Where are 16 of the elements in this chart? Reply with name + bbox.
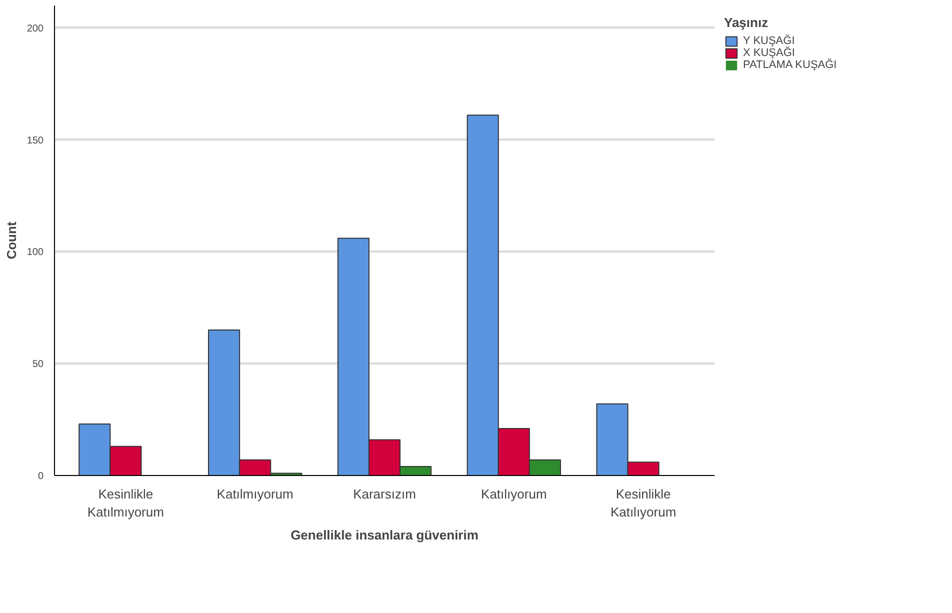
legend-title: Yaşınız [724,15,770,30]
legend-label: Y KUŞAĞI [743,35,795,47]
y-tick-label: 0 [38,471,44,482]
y-tick-label: 200 [26,23,44,34]
legend-label: X KUŞAĞI [743,47,795,59]
y-axis-title: Count [4,221,19,260]
x-tick-label: Kesinlikle Katılıyorum [610,486,676,520]
y-tick-label: 50 [32,359,44,370]
y-tick-label: 150 [26,135,44,146]
x-axis-title: Genellikle insanlara güvenirim [290,528,478,542]
x-tick-label: Kararsızım [353,486,416,502]
x-tick-label: Katılıyorum [481,486,547,502]
legend-label: PATLAMA KUŞAĞI [743,59,837,71]
y-tick-label: 100 [26,247,44,258]
x-tick-label: Kesinlikle Katılmıyorum [87,486,164,520]
x-tick-label: Katılmıyorum [216,486,294,502]
